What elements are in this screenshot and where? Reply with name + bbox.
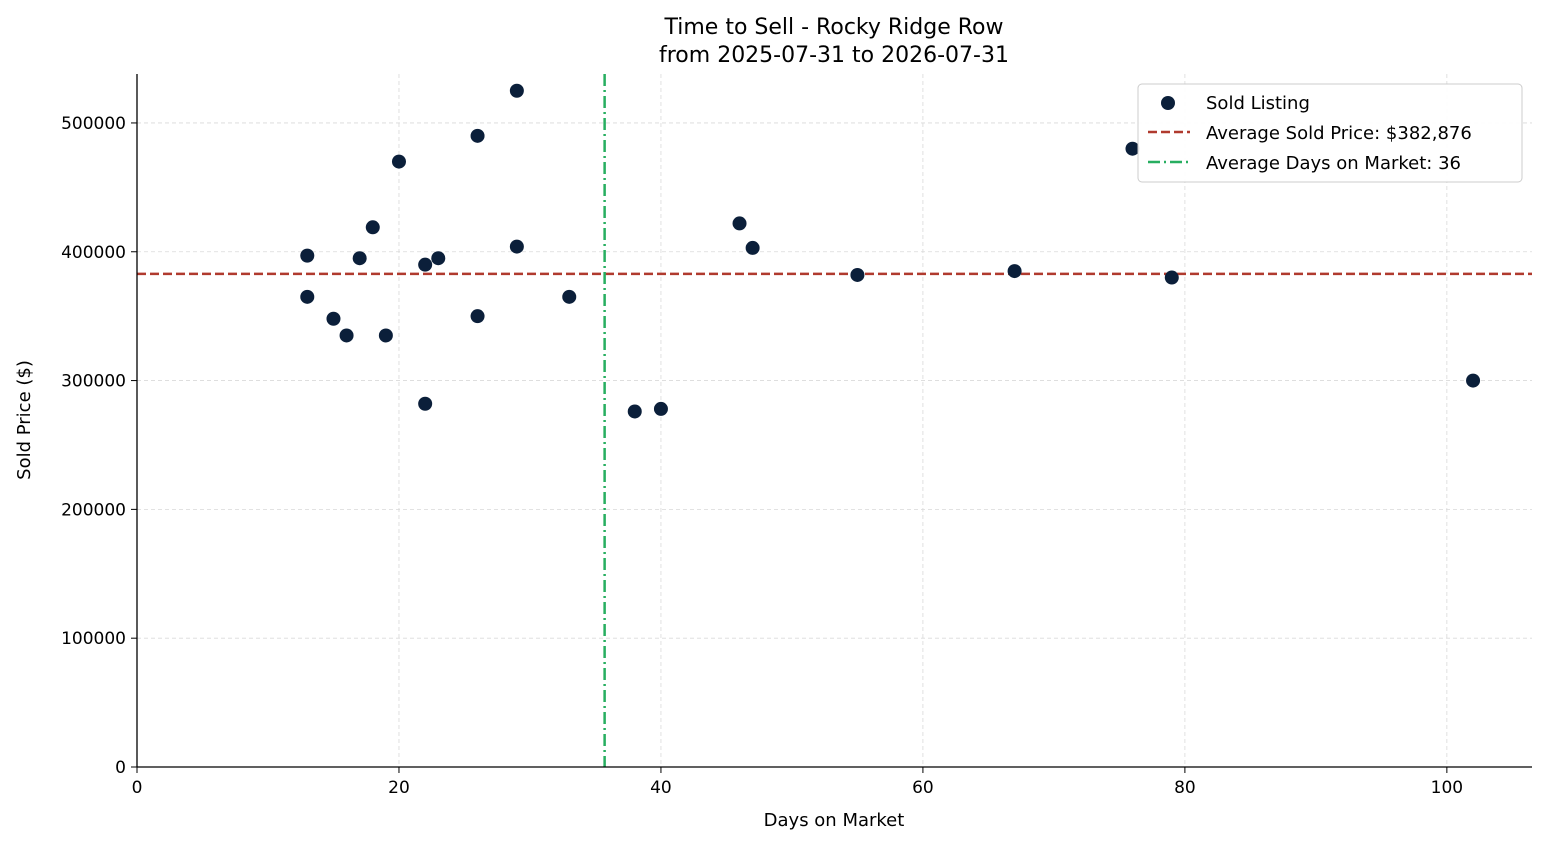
- y-tick-label: 400000: [61, 243, 126, 263]
- legend: Sold Listing Average Sold Price: $382,87…: [1137, 83, 1523, 183]
- tick-labels: 0 20 40 60 80 100 0 100000 200000 300000 400000 500…: [61, 114, 1463, 798]
- data-points: [300, 83, 1481, 419]
- data-point: [509, 239, 524, 254]
- y-tick-label: 300000: [61, 372, 126, 392]
- x-tick-label: 40: [650, 778, 672, 798]
- x-tick-label: 20: [388, 778, 410, 798]
- legend-label-avg-days: Average Days on Market: 36: [1206, 153, 1461, 174]
- legend-label-sold-listing: Sold Listing: [1206, 93, 1310, 114]
- y-tick-label: 0: [115, 758, 126, 778]
- data-point: [653, 401, 668, 416]
- data-point: [339, 328, 354, 343]
- x-tick-label: 100: [1431, 778, 1463, 798]
- data-point: [1466, 373, 1481, 388]
- data-point: [1125, 141, 1140, 156]
- y-tick-label: 200000: [61, 500, 126, 520]
- data-point: [1007, 264, 1022, 279]
- data-point: [300, 248, 315, 263]
- data-point: [1164, 270, 1179, 285]
- chart-title: Time to Sell - Rocky Ridge Row: [664, 15, 1004, 40]
- data-point: [326, 311, 341, 326]
- data-point: [732, 216, 747, 231]
- reference-lines: [137, 74, 1532, 767]
- data-point: [391, 154, 406, 169]
- legend-label-avg-price: Average Sold Price: $382,876: [1206, 123, 1472, 144]
- data-point: [418, 257, 433, 272]
- data-point: [850, 267, 865, 282]
- data-point: [562, 289, 577, 304]
- y-tick-label: 100000: [61, 629, 126, 649]
- data-point: [470, 128, 485, 143]
- y-tick-label: 500000: [61, 114, 126, 134]
- legend-box: [1137, 83, 1523, 183]
- data-point: [627, 404, 642, 419]
- data-point: [431, 251, 446, 266]
- data-point: [509, 83, 524, 98]
- chart-subtitle: from 2025-07-31 to 2026-07-31: [659, 43, 1009, 68]
- data-point: [352, 251, 367, 266]
- legend-marker-sold-listing: [1161, 96, 1175, 110]
- x-tick-label: 0: [132, 778, 143, 798]
- x-axis-label: Days on Market: [764, 810, 905, 831]
- data-point: [300, 289, 315, 304]
- axes: [131, 74, 1532, 773]
- x-tick-label: 60: [912, 778, 934, 798]
- data-point: [378, 328, 393, 343]
- data-point: [745, 240, 760, 255]
- y-axis-label: Sold Price ($): [14, 360, 35, 480]
- data-point: [365, 220, 380, 235]
- x-tick-label: 80: [1174, 778, 1196, 798]
- data-point: [418, 396, 433, 411]
- data-point: [470, 309, 485, 324]
